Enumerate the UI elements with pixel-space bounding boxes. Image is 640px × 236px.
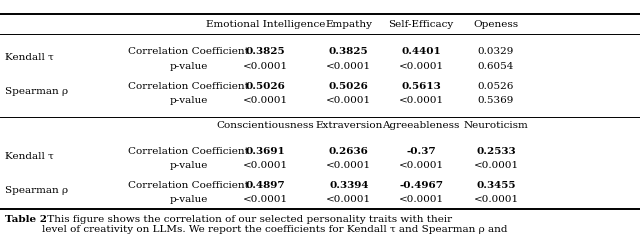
Text: 0.2636: 0.2636 [329, 147, 369, 156]
Text: <0.0001: <0.0001 [243, 62, 288, 71]
Text: <0.0001: <0.0001 [474, 195, 518, 204]
Text: Extraversion: Extraversion [315, 121, 383, 130]
Text: Spearman ρ: Spearman ρ [5, 186, 68, 195]
Text: <0.0001: <0.0001 [399, 161, 444, 170]
Text: <0.0001: <0.0001 [243, 195, 288, 204]
Text: Self-Efficacy: Self-Efficacy [388, 20, 454, 29]
Text: Empathy: Empathy [325, 20, 372, 29]
Text: 0.5026: 0.5026 [329, 82, 369, 91]
Text: <0.0001: <0.0001 [243, 96, 288, 105]
Text: Emotional Intelligence: Emotional Intelligence [206, 20, 325, 29]
Text: Correlation Coefficient: Correlation Coefficient [129, 47, 249, 56]
Text: <0.0001: <0.0001 [326, 161, 371, 170]
Text: p-value: p-value [170, 62, 208, 71]
Text: <0.0001: <0.0001 [326, 96, 371, 105]
Text: 0.2533: 0.2533 [476, 147, 516, 156]
Text: Agreeableness: Agreeableness [383, 121, 460, 130]
Text: 0.3691: 0.3691 [246, 147, 285, 156]
Text: Spearman ρ: Spearman ρ [5, 87, 68, 96]
Text: <0.0001: <0.0001 [399, 62, 444, 71]
Text: Correlation Coefficient: Correlation Coefficient [129, 181, 249, 190]
Text: Correlation Coefficient: Correlation Coefficient [129, 82, 249, 91]
Text: <0.0001: <0.0001 [474, 161, 518, 170]
Text: 0.3455: 0.3455 [476, 181, 516, 190]
Text: Neuroticism: Neuroticism [463, 121, 529, 130]
Text: Conscientiousness: Conscientiousness [217, 121, 314, 130]
Text: -0.37: -0.37 [406, 147, 436, 156]
Text: Correlation Coefficient: Correlation Coefficient [129, 147, 249, 156]
Text: <0.0001: <0.0001 [326, 62, 371, 71]
Text: <0.0001: <0.0001 [399, 96, 444, 105]
Text: p-value: p-value [170, 161, 208, 170]
Text: 0.5369: 0.5369 [478, 96, 514, 105]
Text: 0.0329: 0.0329 [478, 47, 514, 56]
Text: 0.0526: 0.0526 [478, 82, 514, 91]
Text: 0.3825: 0.3825 [246, 47, 285, 56]
Text: -0.4967: -0.4967 [399, 181, 443, 190]
Text: 0.3394: 0.3394 [329, 181, 369, 190]
Text: 0.5026: 0.5026 [246, 82, 285, 91]
Text: <0.0001: <0.0001 [243, 161, 288, 170]
Text: Kendall τ: Kendall τ [5, 53, 54, 62]
Text: p-value: p-value [170, 195, 208, 204]
Text: 0.4897: 0.4897 [246, 181, 285, 190]
Text: <0.0001: <0.0001 [399, 195, 444, 204]
Text: This figure shows the correlation of our selected personality traits with their
: This figure shows the correlation of our… [42, 215, 508, 236]
Text: 0.4401: 0.4401 [401, 47, 441, 56]
Text: Openess: Openess [474, 20, 518, 29]
Text: 0.6054: 0.6054 [478, 62, 514, 71]
Text: p-value: p-value [170, 96, 208, 105]
Text: 0.3825: 0.3825 [329, 47, 369, 56]
Text: <0.0001: <0.0001 [326, 195, 371, 204]
Text: 0.5613: 0.5613 [401, 82, 441, 91]
Text: Table 2: Table 2 [5, 215, 47, 224]
Text: Kendall τ: Kendall τ [5, 152, 54, 161]
